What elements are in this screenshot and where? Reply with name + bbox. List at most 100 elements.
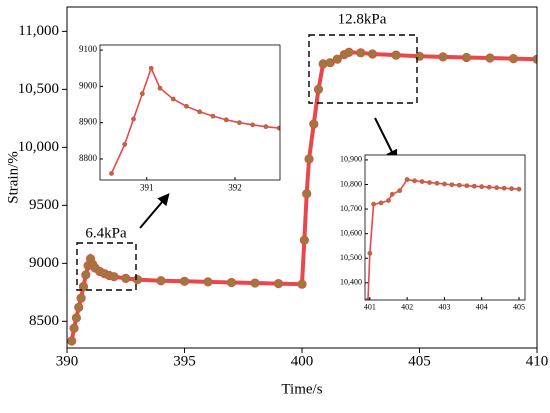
data-point	[302, 189, 312, 199]
data-point	[78, 281, 89, 292]
y-tick-label: 10,500	[18, 81, 59, 97]
data-point	[365, 297, 371, 300]
data-point	[139, 91, 145, 97]
data-point	[367, 49, 378, 59]
inset-background	[100, 45, 280, 180]
data-point	[237, 120, 242, 126]
plot-frame	[364, 154, 526, 301]
data-point	[412, 178, 418, 184]
data-point	[71, 313, 82, 323]
y-tick-label: 10,400	[340, 278, 362, 287]
arrow	[139, 193, 170, 229]
data-point	[74, 302, 84, 313]
data-point	[210, 113, 216, 119]
y-tick-label: 9000	[29, 255, 59, 271]
data-point	[371, 201, 376, 207]
data-point	[67, 336, 77, 346]
data-point	[223, 117, 229, 123]
y-tick-label: 10,000	[18, 139, 59, 155]
x-axis-label: Time/s	[281, 381, 322, 397]
y-tick-label: 10,800	[340, 179, 362, 188]
data-point	[332, 54, 342, 64]
inset-background	[365, 155, 525, 300]
data-point	[509, 186, 514, 192]
y-tick-label: 9500	[29, 197, 59, 213]
data-point	[297, 279, 307, 289]
data-point	[356, 48, 366, 58]
data-point	[81, 270, 91, 280]
data-point	[184, 103, 189, 109]
data-point	[179, 276, 190, 286]
data-point	[226, 277, 237, 288]
data-point	[313, 84, 324, 94]
data-point	[122, 142, 128, 147]
data-point	[148, 65, 154, 71]
data-point	[461, 52, 472, 63]
y-tick-label: 8900	[79, 117, 98, 127]
data-point	[479, 184, 485, 190]
data-point	[299, 235, 309, 245]
x-tick-label: 401	[364, 302, 376, 311]
x-tick-label: 405	[513, 302, 525, 311]
x-tick-label: 404	[476, 302, 488, 311]
data-point	[494, 185, 500, 191]
data-point	[76, 293, 86, 303]
data-point	[156, 276, 166, 286]
data-point	[485, 53, 495, 63]
zoom-box	[308, 34, 418, 104]
arrow	[374, 117, 398, 163]
data-point	[378, 200, 384, 206]
x-tick-label: 405	[408, 354, 431, 370]
x-tick-label: 403	[438, 302, 450, 311]
data-point	[386, 198, 391, 203]
data-point	[263, 124, 269, 130]
y-axis-label: Strain/%	[5, 151, 21, 204]
y-tick-label: 10,700	[340, 204, 362, 213]
data-point	[132, 274, 143, 285]
data-point	[157, 85, 163, 91]
data-point	[203, 277, 213, 287]
data-point	[389, 191, 395, 197]
data-point	[442, 181, 447, 187]
y-tick-label: 10,500	[340, 253, 362, 262]
data-point	[273, 279, 284, 289]
x-tick-label: 392	[228, 183, 242, 193]
data-point	[438, 52, 448, 62]
x-tick-label: 400	[291, 354, 314, 370]
data-point	[304, 154, 314, 164]
data-point	[449, 182, 455, 188]
x-tick-label: 395	[173, 354, 196, 370]
y-tick-label: 9100	[79, 44, 98, 54]
annotation: 12.8kPa	[338, 11, 387, 27]
data-point	[170, 96, 176, 102]
data-point	[508, 54, 519, 64]
data-point	[344, 47, 354, 57]
data-point	[486, 184, 492, 190]
data-point	[109, 171, 114, 176]
data-point	[121, 273, 131, 284]
data-point	[250, 122, 256, 128]
data-point	[516, 186, 522, 192]
data-point	[367, 250, 373, 256]
data-point	[397, 188, 403, 194]
x-tick-label: 390	[56, 354, 79, 370]
y-tick-label: 10,600	[340, 228, 362, 237]
y-tick-label: 10,900	[340, 155, 362, 164]
x-tick-label: 410	[526, 354, 549, 370]
data-point	[471, 183, 477, 189]
y-tick-label: 8500	[29, 313, 59, 329]
plot-frame	[99, 44, 281, 181]
x-tick-label: 402	[401, 302, 413, 311]
data-point	[501, 185, 507, 191]
data-point	[69, 323, 79, 333]
annotation: 6.4kPa	[85, 225, 127, 241]
data-point	[131, 116, 136, 122]
data-point	[464, 183, 470, 189]
x-tick-label: 391	[140, 183, 154, 193]
data-point	[456, 182, 462, 188]
data-point	[391, 50, 401, 60]
zoom-box	[76, 242, 137, 291]
data-point	[309, 119, 319, 129]
data-point	[419, 179, 425, 184]
